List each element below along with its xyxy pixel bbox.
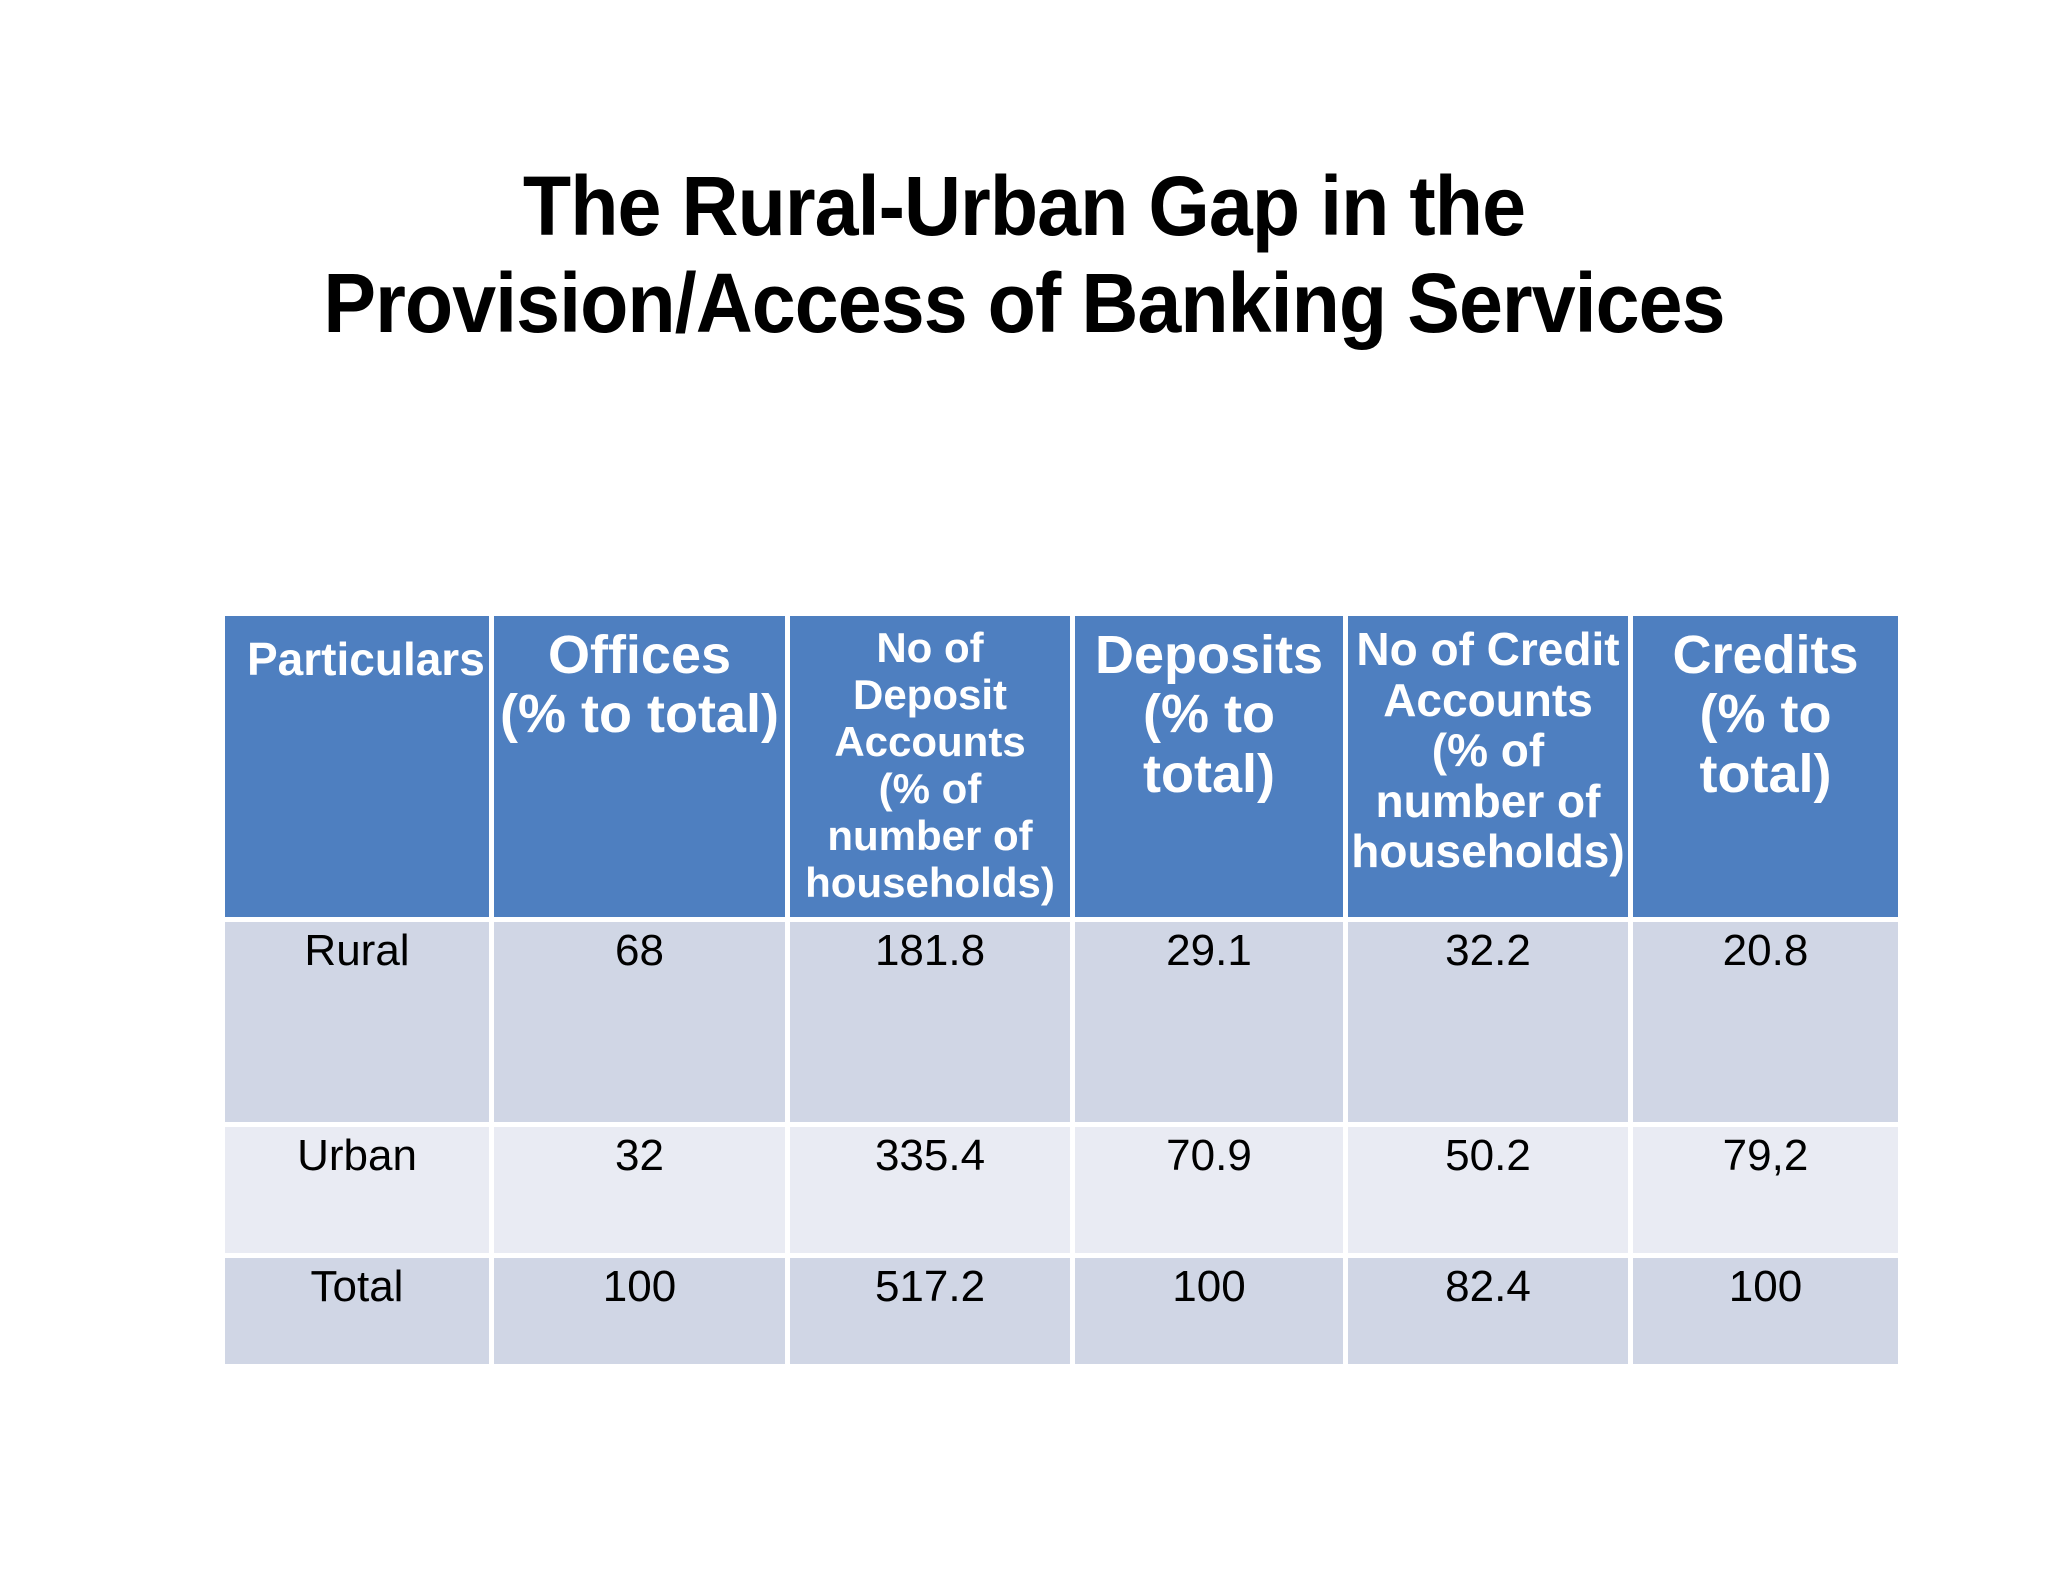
slide-title: The Rural-Urban Gap in the Provision/Acc… <box>61 158 1986 351</box>
cell-total-credit-accounts: 82.4 <box>1348 1258 1628 1364</box>
cell-rural-offices: 68 <box>494 922 785 1122</box>
header-cell-offices: Offices (% to total) <box>494 616 785 917</box>
cell-total-offices: 100 <box>494 1258 785 1364</box>
header-cell-particulars: Particulars <box>225 616 489 917</box>
header-cell-credits: Credits (% to total) <box>1633 616 1898 917</box>
cell-urban-offices: 32 <box>494 1127 785 1253</box>
cell-total-deposit-accounts: 517.2 <box>790 1258 1070 1364</box>
cell-urban-credit-accounts: 50.2 <box>1348 1127 1628 1253</box>
cell-rural-credits: 20.8 <box>1633 922 1898 1122</box>
cell-rural-credit-accounts: 32.2 <box>1348 922 1628 1122</box>
cell-urban-credits: 79,2 <box>1633 1127 1898 1253</box>
cell-urban-deposits: 70.9 <box>1075 1127 1343 1253</box>
banking-services-table: Particulars Offices (% to total) No of D… <box>225 616 1898 1364</box>
cell-rural-deposits: 29.1 <box>1075 922 1343 1122</box>
cell-total-particulars: Total <box>225 1258 489 1364</box>
cell-total-deposits: 100 <box>1075 1258 1343 1364</box>
header-cell-deposits: Deposits (% to total) <box>1075 616 1343 917</box>
cell-rural-deposit-accounts: 181.8 <box>790 922 1070 1122</box>
slide-title-line-1: The Rural-Urban Gap in the <box>522 159 1526 253</box>
slide-title-line-2: Provision/Access of Banking Services <box>323 255 1725 350</box>
cell-rural-particulars: Rural <box>225 922 489 1122</box>
cell-urban-deposit-accounts: 335.4 <box>790 1127 1070 1253</box>
header-cell-credit-accounts: No of Credit Accounts (% of number of ho… <box>1348 616 1628 917</box>
cell-total-credits: 100 <box>1633 1258 1898 1364</box>
cell-urban-particulars: Urban <box>225 1127 489 1253</box>
header-cell-deposit-accounts: No of Deposit Accounts (% of number of h… <box>790 616 1070 917</box>
